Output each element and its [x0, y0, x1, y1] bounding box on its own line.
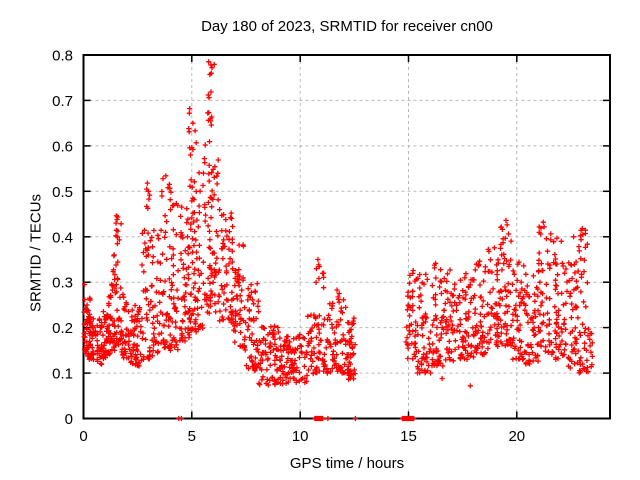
- scatter-points: [81, 59, 595, 422]
- y-tick-label: 0.6: [52, 138, 73, 155]
- x-tick-label: 0: [79, 428, 87, 445]
- x-tick-label: 20: [508, 428, 525, 445]
- x-tick-label: 15: [400, 428, 417, 445]
- y-tick-label: 0.5: [52, 184, 73, 201]
- y-tick-label: 0.3: [52, 275, 73, 292]
- y-tick-label: 0.7: [52, 93, 73, 110]
- x-tick-label: 5: [188, 428, 196, 445]
- y-tick-label: 0.4: [52, 229, 73, 246]
- chart-title: Day 180 of 2023, SRMTID for receiver cn0…: [201, 18, 493, 35]
- y-tick-label: 0.2: [52, 320, 73, 337]
- y-tick-label: 0: [65, 411, 73, 428]
- x-axis-label: GPS time / hours: [289, 455, 405, 472]
- y-tick-label: 0.1: [52, 366, 73, 383]
- x-tick-label: 10: [292, 428, 309, 445]
- y-tick-label: 0.8: [52, 48, 73, 65]
